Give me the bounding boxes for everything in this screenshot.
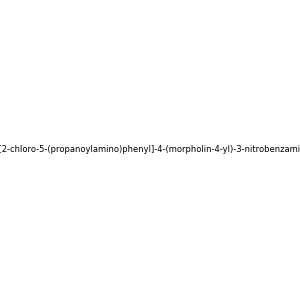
Text: N-[2-chloro-5-(propanoylamino)phenyl]-4-(morpholin-4-yl)-3-nitrobenzamide: N-[2-chloro-5-(propanoylamino)phenyl]-4-… [0, 146, 300, 154]
